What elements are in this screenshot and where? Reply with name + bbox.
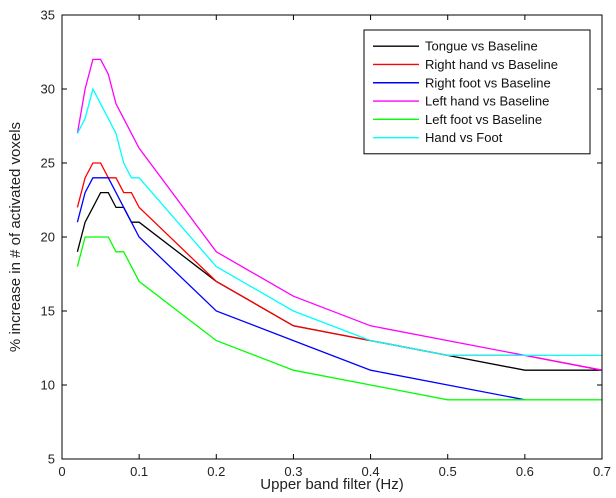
y-tick-label: 25 xyxy=(41,156,55,171)
series-line-2 xyxy=(76,177,526,401)
legend-label-3: Left hand vs Baseline xyxy=(425,94,549,109)
x-tick-label: 0.1 xyxy=(130,464,148,479)
x-tick-label: 0.4 xyxy=(362,464,380,479)
legend-label-0: Tongue vs Baseline xyxy=(425,39,538,54)
legend-label-2: Right foot vs Baseline xyxy=(425,75,551,90)
legend-label-1: Right hand vs Baseline xyxy=(425,57,558,72)
legend-label-4: Left foot vs Baseline xyxy=(425,112,542,127)
legend: Tongue vs Baseline Right hand vs Baseline… xyxy=(363,29,591,155)
legend-box xyxy=(363,29,591,155)
legend-items: Tongue vs Baseline Right hand vs Baseline… xyxy=(373,39,558,145)
legend-label-5: Hand vs Foot xyxy=(425,130,503,145)
y-tick-label: 5 xyxy=(48,452,55,467)
series-layer xyxy=(76,58,603,401)
x-tick-label: 0 xyxy=(58,464,65,479)
x-tick-label: 0.2 xyxy=(207,464,225,479)
x-tick-label: 0.7 xyxy=(593,464,611,479)
y-tick-label: 20 xyxy=(41,230,55,245)
x-axis-title: Upper band filter (Hz) xyxy=(260,476,403,493)
x-tick-label: 0.3 xyxy=(284,464,302,479)
y-axis-title: % increase in # of activated voxels xyxy=(7,122,24,352)
series-line-5 xyxy=(76,87,602,357)
x-tick-label: 0.6 xyxy=(516,464,534,479)
series-line-4 xyxy=(76,236,602,401)
x-tick-label: 0.5 xyxy=(439,464,457,479)
y-tick-label: 35 xyxy=(41,8,55,23)
y-tick-label: 30 xyxy=(41,82,55,97)
y-tick-label: 10 xyxy=(41,378,55,393)
series-line-3 xyxy=(76,58,603,371)
y-tick-label: 15 xyxy=(41,304,55,319)
ticks-layer: 0 0.1 0.2 0.3 0.4 0.5 0.6 0.7 5 10 15 20 25 30 35 xyxy=(41,8,612,480)
